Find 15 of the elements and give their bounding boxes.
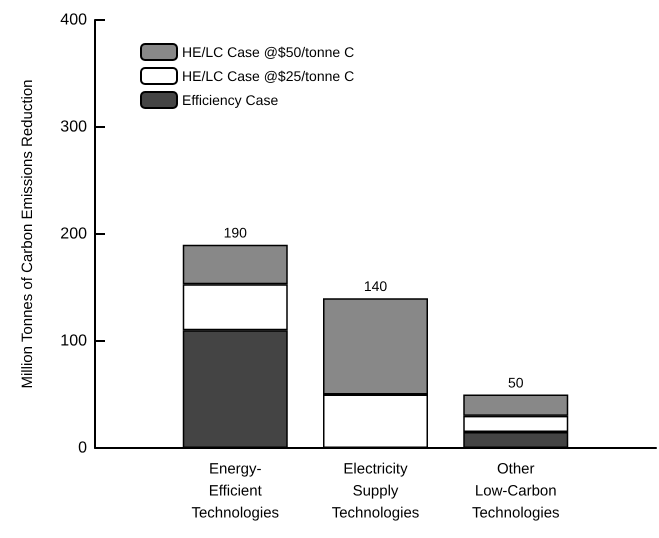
y-tick-label: 200 <box>60 226 88 242</box>
x-tick-label: Electricity Supply Technologies <box>332 460 420 522</box>
total-label: 140 <box>364 278 388 294</box>
legend-label: HE/LC Case @$25/tonne C <box>182 68 354 84</box>
x-tick-label: Other Low-Carbon Technologies <box>472 460 560 522</box>
legend-label: Efficiency Case <box>182 92 278 108</box>
y-tick-label: 0 <box>78 440 88 456</box>
legend-label: HE/LC Case @$50/tonne C <box>182 44 354 60</box>
y-tick-label: 100 <box>60 332 88 350</box>
total-label: 50 <box>508 374 524 390</box>
y-axis-title: Million Tonnes of Carbon Emissions Reduction <box>19 79 36 389</box>
y-tick-label: 400 <box>60 12 88 28</box>
x-tick-label: Energy- Efficient Technologies <box>191 460 280 522</box>
total-label: 190 <box>224 224 248 241</box>
y-tick-label: 300 <box>60 118 88 136</box>
